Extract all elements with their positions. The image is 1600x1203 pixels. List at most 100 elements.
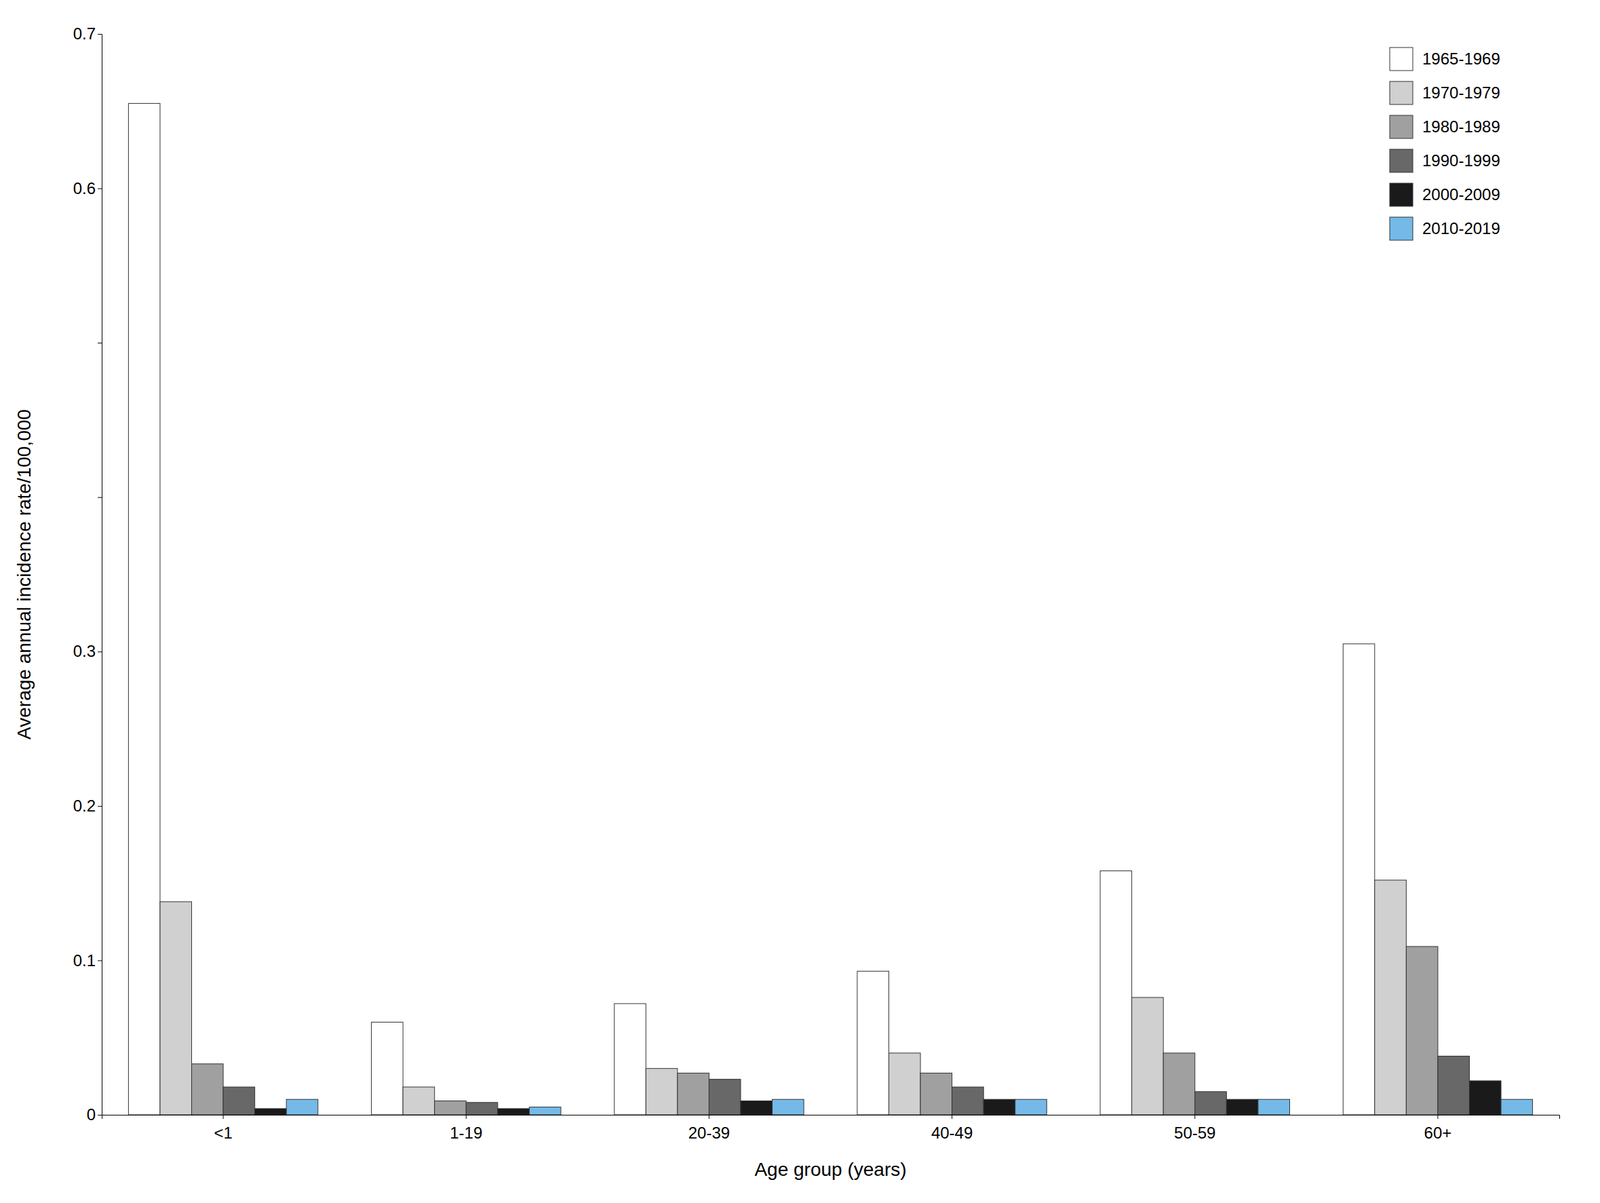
bar — [128, 103, 161, 1115]
bar — [223, 1086, 256, 1115]
bar — [1437, 1056, 1470, 1115]
tick-mark — [97, 188, 102, 190]
x-tick: 40-49 — [931, 1114, 973, 1142]
bar — [1342, 643, 1375, 1115]
legend-label: 1990-1999 — [1422, 151, 1501, 170]
y-tick: 0.1 — [73, 950, 102, 970]
y-axis-title: Average annual incidence rate/100,000 — [13, 408, 35, 740]
x-tick: 50-59 — [1174, 1114, 1216, 1142]
bar — [1015, 1098, 1048, 1115]
bar — [677, 1072, 710, 1115]
bar — [402, 1086, 435, 1115]
bar — [1132, 997, 1164, 1115]
legend-item: 2010-2019 — [1389, 217, 1501, 241]
legend-item: 1980-1989 — [1389, 115, 1501, 139]
bar — [465, 1102, 498, 1115]
bar-series — [255, 1080, 1501, 1115]
bar — [920, 1072, 953, 1115]
tick-mark — [97, 805, 102, 807]
tick-mark — [1194, 1114, 1196, 1119]
bar — [191, 1063, 224, 1115]
plot-area: <1 1-19 20-39 40-49 50-59 60+ 0 0.1 0.2 0.3 0.6 0.7… — [73, 24, 1560, 1142]
bar-series — [286, 1098, 1533, 1115]
legend: 1965-1969 1970-1979 1980-1989 1990-1999 2000… — [1389, 47, 1501, 241]
bar — [708, 1079, 741, 1115]
bar — [1406, 946, 1438, 1115]
tick-mark — [465, 1114, 467, 1119]
x-axis: <1 1-19 20-39 40-49 50-59 60+ — [102, 1114, 1560, 1142]
legend-label: 1980-1989 — [1422, 117, 1501, 136]
legend-label: 2000-2009 — [1422, 185, 1501, 204]
y-tick: 0.2 — [73, 796, 102, 815]
bar — [1469, 1080, 1501, 1115]
tick-label: 60+ — [1424, 1123, 1453, 1142]
y-tick: 0 — [86, 1104, 102, 1124]
x-tick: 20-39 — [688, 1114, 730, 1142]
bar-series — [128, 103, 1375, 1115]
tick-mark — [97, 1114, 102, 1116]
bar — [434, 1100, 467, 1115]
x-tick: 60+ — [1424, 1114, 1453, 1142]
bar — [1100, 870, 1133, 1115]
legend-item: 2000-2009 — [1389, 183, 1501, 207]
tick-label: 0.6 — [73, 179, 96, 198]
bar — [1374, 879, 1407, 1115]
legend-swatch — [1389, 81, 1413, 105]
tick-label: 0.1 — [73, 950, 96, 970]
tick-label: <1 — [213, 1123, 232, 1142]
bar — [255, 1108, 287, 1115]
tick-mark — [951, 1114, 953, 1119]
chart: <1 1-19 20-39 40-49 50-59 60+ 0 0.1 0.2 0.3 0.6 0.7… — [0, 0, 1600, 1203]
bar — [497, 1108, 530, 1115]
legend-swatch — [1389, 47, 1413, 71]
legend-item: 1970-1979 — [1389, 81, 1501, 105]
legend-swatch — [1389, 217, 1413, 241]
tick-mark — [97, 651, 102, 652]
x-tick: <1 — [213, 1114, 232, 1142]
tick-label: 0.2 — [73, 796, 96, 815]
bar — [1258, 1098, 1291, 1115]
tick-mark — [97, 342, 102, 344]
tick-label: 0.7 — [73, 24, 96, 43]
bar — [1226, 1098, 1259, 1115]
tick-label: 1-19 — [449, 1123, 483, 1142]
bar — [371, 1021, 404, 1115]
y-tick: 0.7 — [73, 24, 102, 43]
tick-label: 40-49 — [931, 1123, 973, 1142]
x-axis-title: Age group (years) — [754, 1158, 907, 1180]
bar — [160, 901, 192, 1115]
legend-swatch — [1389, 149, 1413, 173]
bar — [740, 1100, 773, 1115]
tick-mark — [97, 497, 102, 498]
y-tick — [97, 342, 102, 344]
legend-label: 1970-1979 — [1422, 83, 1501, 102]
tick-mark — [1437, 1114, 1438, 1119]
bar — [1500, 1098, 1533, 1115]
tick-mark — [97, 33, 102, 35]
legend-item: 1990-1999 — [1389, 149, 1501, 173]
bar — [888, 1052, 921, 1115]
bar — [952, 1086, 985, 1115]
legend-label: 1965-1969 — [1422, 49, 1501, 68]
tick-mark — [97, 959, 102, 961]
bar — [614, 1003, 647, 1115]
legend-item: 1965-1969 — [1389, 47, 1501, 71]
tick-label: 0.3 — [73, 641, 96, 660]
axis-domain — [102, 1115, 1560, 1120]
bar — [529, 1106, 561, 1115]
bar — [1195, 1091, 1227, 1115]
tick-mark — [708, 1114, 710, 1119]
y-axis: 0 0.1 0.2 0.3 0.6 0.7 — [73, 24, 103, 1124]
axis-domain — [97, 34, 103, 1116]
y-tick: 0.3 — [73, 641, 102, 660]
legend-swatch — [1389, 115, 1413, 139]
bars — [128, 103, 1533, 1115]
bar — [857, 970, 890, 1115]
tick-label: 20-39 — [688, 1123, 730, 1142]
bar-series — [160, 879, 1407, 1115]
legend-label: 2010-2019 — [1422, 219, 1501, 238]
x-tick: 1-19 — [449, 1114, 483, 1142]
y-tick: 0.6 — [73, 179, 102, 198]
bar — [286, 1098, 319, 1115]
tick-label: 50-59 — [1174, 1123, 1216, 1142]
